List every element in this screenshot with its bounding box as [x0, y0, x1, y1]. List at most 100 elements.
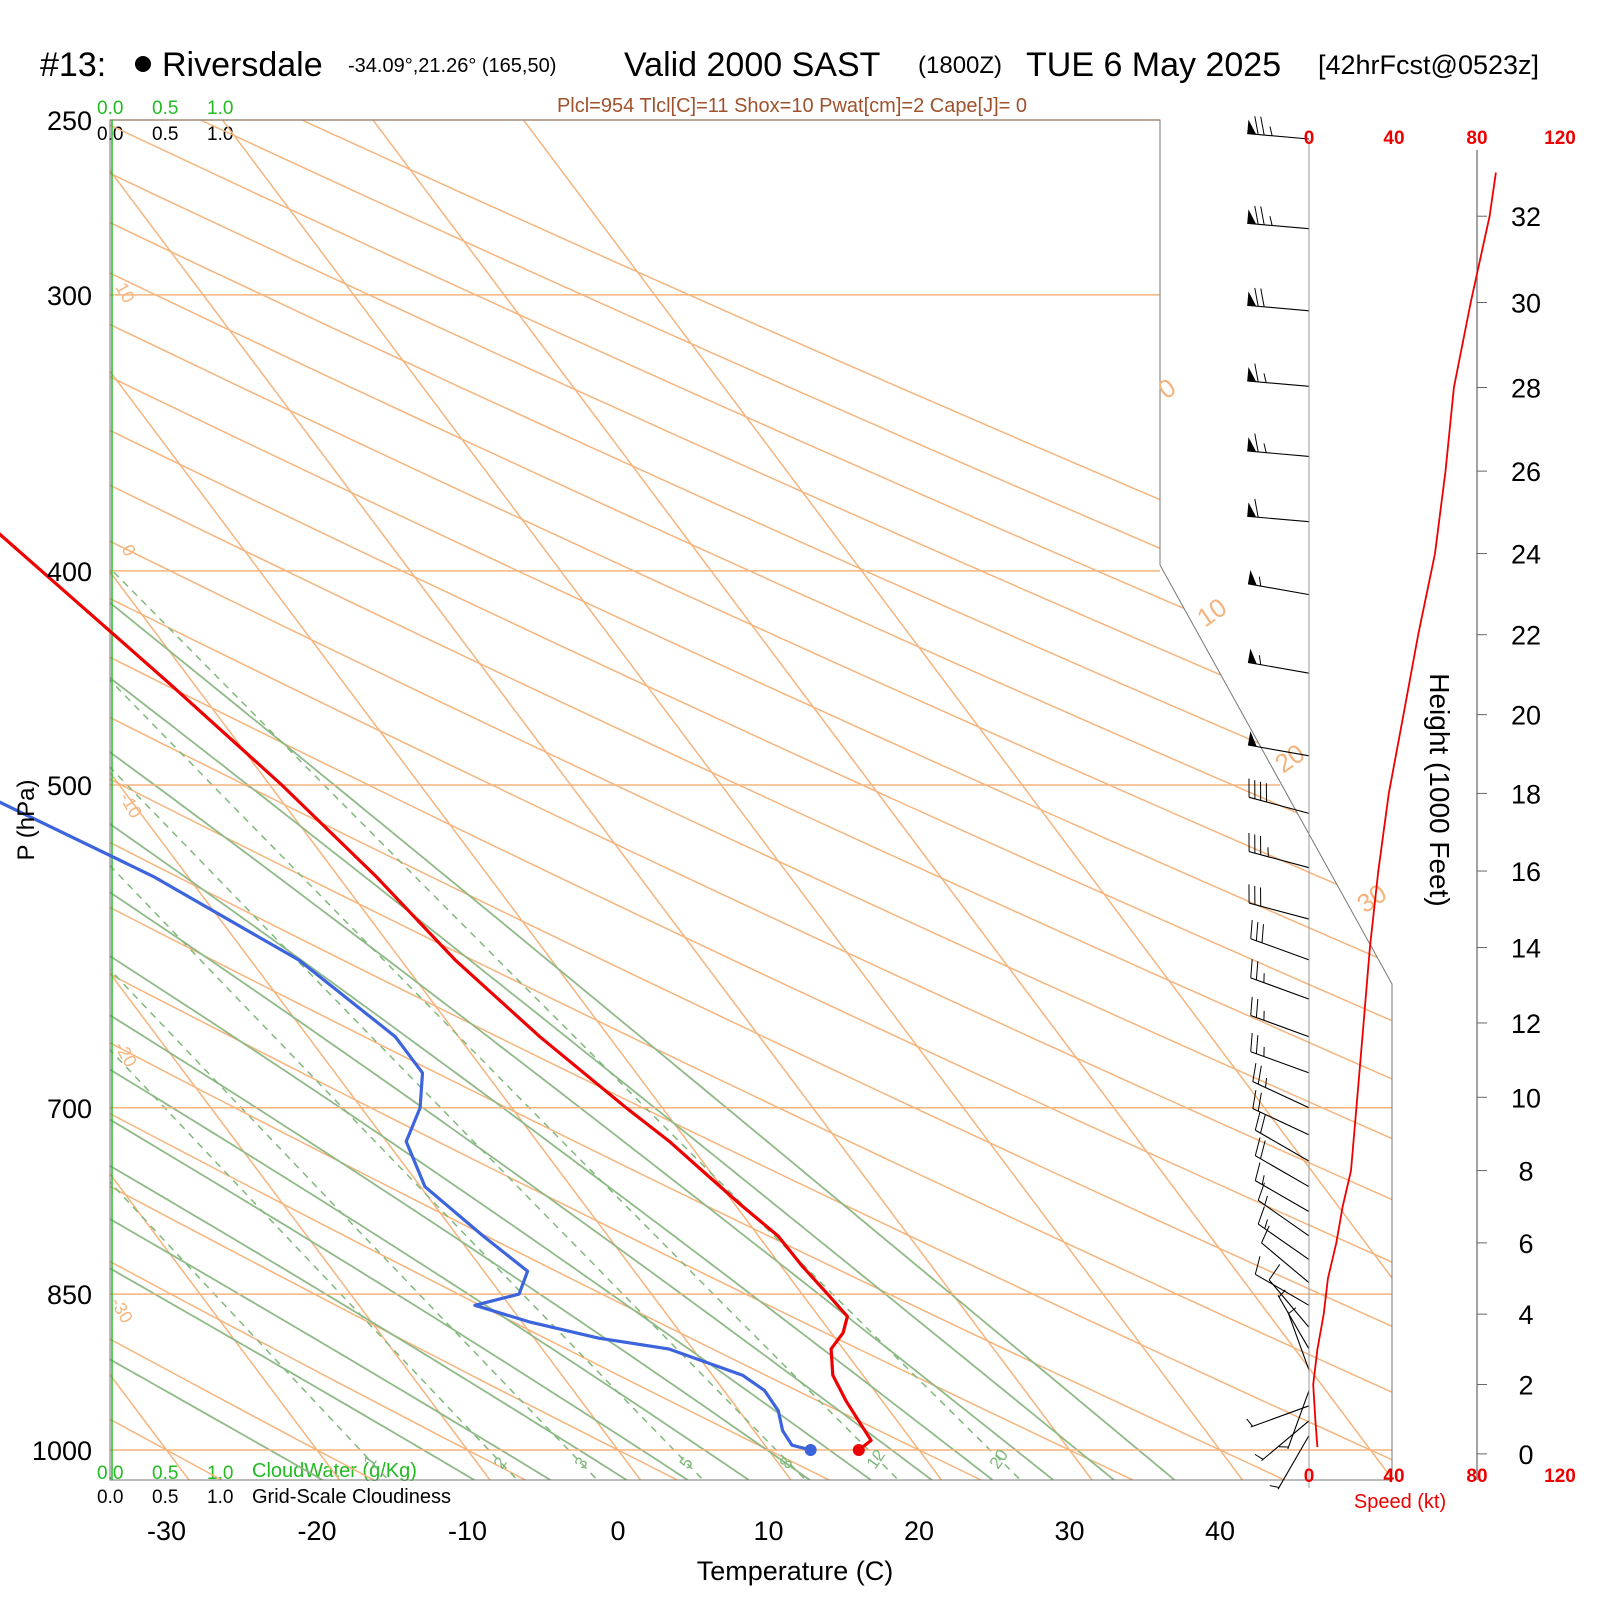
- dry-adiabat-40: [110, 120, 1322, 1480]
- wind-speed-line: [1312, 172, 1497, 1448]
- height-tick-18: 18: [1511, 779, 1541, 809]
- temperature-profile-line: [0, 532, 873, 1452]
- height-tick-0: 0: [1518, 1440, 1533, 1470]
- adiabat-label-0-left: 0: [118, 541, 140, 560]
- moist-adiabat-28: [110, 120, 1076, 1480]
- wind-barb-545: [1248, 832, 1310, 869]
- bottom-green-1: 0.5: [152, 1463, 178, 1484]
- speed-tick-top-0: 0: [1304, 128, 1315, 149]
- wind-barb-650: [1250, 996, 1310, 1038]
- mixing-ratio-8: [110, 570, 823, 1480]
- moist-adiabat--5: [110, 120, 579, 1480]
- wind-barb-880: [1268, 1264, 1310, 1328]
- valid-date: TUE 6 May 2025: [1026, 46, 1281, 84]
- height-tick-32: 32: [1511, 202, 1541, 232]
- moist-adiabat-36: [110, 120, 1196, 1480]
- temp-tick-0: 0: [610, 1516, 625, 1546]
- wind-barb-720: [1252, 1090, 1310, 1136]
- wind-barb-445: [1247, 648, 1310, 674]
- wind-barb-780: [1254, 1162, 1310, 1213]
- valid-time: Valid 2000 SAST: [624, 46, 880, 84]
- height-axis-label: Height (1000 Feet): [1424, 673, 1455, 906]
- wind-barb-940: [1278, 1390, 1310, 1450]
- height-tick-30: 30: [1511, 288, 1541, 318]
- wind-barb-955: [1246, 1405, 1310, 1428]
- moist-adiabat--10: [110, 120, 504, 1480]
- bottom-green-2: 1.0: [207, 1463, 233, 1484]
- dry-adiabat-90: [110, 120, 1392, 1480]
- station-dot-icon: [135, 56, 151, 72]
- temperature-ticks: -30 -20 -10 0 10 20 30 40: [147, 1516, 1235, 1546]
- wind-barb-840: [1261, 1225, 1310, 1284]
- height-tick-10: 10: [1511, 1083, 1541, 1113]
- moist-adiabat-12: [110, 120, 835, 1480]
- height-tick-24: 24: [1511, 540, 1541, 570]
- plot-frame: [109, 119, 1393, 1481]
- dry-adiabat-190: [200, 120, 1392, 1480]
- wind-barb-820: [1257, 1206, 1310, 1261]
- pressure-tick-400: 400: [47, 557, 92, 587]
- indices-text: Plcl=954 Tlcl[C]=11 Shox=10 Pwat[cm]=2 C…: [557, 95, 1027, 117]
- temp-tick--10: -10: [448, 1516, 487, 1546]
- top-cloud-scale: 0.0 0.5 1.0 0.0 0.5 1.0: [97, 98, 233, 145]
- speed-tick-top-80: 80: [1466, 128, 1487, 149]
- temp-tick--20: -20: [297, 1516, 336, 1546]
- mixing-ratio-5: [110, 570, 721, 1480]
- wind-barb-305: [1247, 287, 1310, 312]
- wind-barb-985: [1269, 1435, 1310, 1490]
- bottom-cloud-scale: 0.0 0.5 1.0 CloudWater (g/Kg) 0.0 0.5 1.…: [97, 1460, 451, 1508]
- y-axis-label: P (hPa): [13, 780, 40, 861]
- speed-tick-bottom-120: 120: [1544, 1466, 1576, 1487]
- wind-barb-330: [1247, 363, 1310, 387]
- mixing-ratio-3: [110, 570, 615, 1480]
- dry-adiabat-lines: [110, 120, 1392, 1480]
- bottom-black-0: 0.0: [97, 1487, 123, 1508]
- top-green-2: 1.0: [207, 98, 233, 119]
- mixing-label-2: 2: [490, 1454, 511, 1473]
- wind-barb-515: [1248, 778, 1310, 814]
- wind-barb-760: [1254, 1137, 1310, 1188]
- wind-barb-970: [1254, 1420, 1310, 1462]
- dry-adiabat-120: [110, 120, 1392, 1480]
- dewpoint-profile-line: [0, 800, 811, 1452]
- adiabat-label-m20-left: -20: [111, 1038, 141, 1071]
- dry-adiabat-160: [110, 120, 1392, 1480]
- dry-adiabat-70: [110, 120, 1392, 1480]
- moist-adiabat-32: [110, 120, 1136, 1480]
- mixing-ratio-lines: [110, 570, 1039, 1480]
- station-number: #13:: [40, 46, 106, 84]
- speed-axis-label: Speed (kt): [1354, 1491, 1446, 1513]
- speed-tick-top-40: 40: [1383, 128, 1404, 149]
- height-tick-28: 28: [1511, 373, 1541, 403]
- moist-adiabat-20: [110, 120, 955, 1480]
- wind-barbs: [1246, 116, 1310, 1490]
- cloudiness-label: Grid-Scale Cloudiness: [252, 1486, 451, 1508]
- height-tick-26: 26: [1511, 457, 1541, 487]
- wind-barb-600: [1250, 920, 1310, 961]
- wind-barb-380: [1247, 498, 1310, 523]
- top-black-1: 0.5: [152, 124, 178, 145]
- top-black-2: 1.0: [207, 124, 233, 145]
- adiabat-label-10-left: 10: [112, 279, 139, 306]
- wind-barb-280: [1247, 205, 1310, 230]
- dry-adiabat--20: [110, 120, 406, 1480]
- adiabat-label-m30-left: -30: [107, 1294, 137, 1327]
- pressure-ticks: 250 300 400 500 700 850 1000: [32, 106, 92, 1466]
- speed-tick-bottom-0: 0: [1304, 1466, 1315, 1487]
- moist-adiabat-0: [110, 120, 654, 1480]
- temp-tick-20: 20: [904, 1516, 934, 1546]
- dry-adiabat-200: [301, 120, 1392, 1480]
- mixing-ratio-2: [110, 570, 534, 1480]
- mixing-ratio-20: [112, 570, 1039, 1480]
- wind-barb-575: [1248, 884, 1310, 920]
- top-green-1: 0.5: [152, 98, 178, 119]
- wind-barb-860: [1254, 1256, 1310, 1306]
- station-name: Riversdale: [162, 46, 323, 84]
- isotherm-30: [110, 120, 1106, 1480]
- dry-adiabat-20: [110, 120, 1017, 1480]
- wind-barb-800: [1257, 1182, 1310, 1237]
- cloudwater-label: CloudWater (g/Kg): [252, 1460, 417, 1482]
- dry-adiabat-80: [110, 120, 1392, 1480]
- temp-tick-10: 10: [753, 1516, 783, 1546]
